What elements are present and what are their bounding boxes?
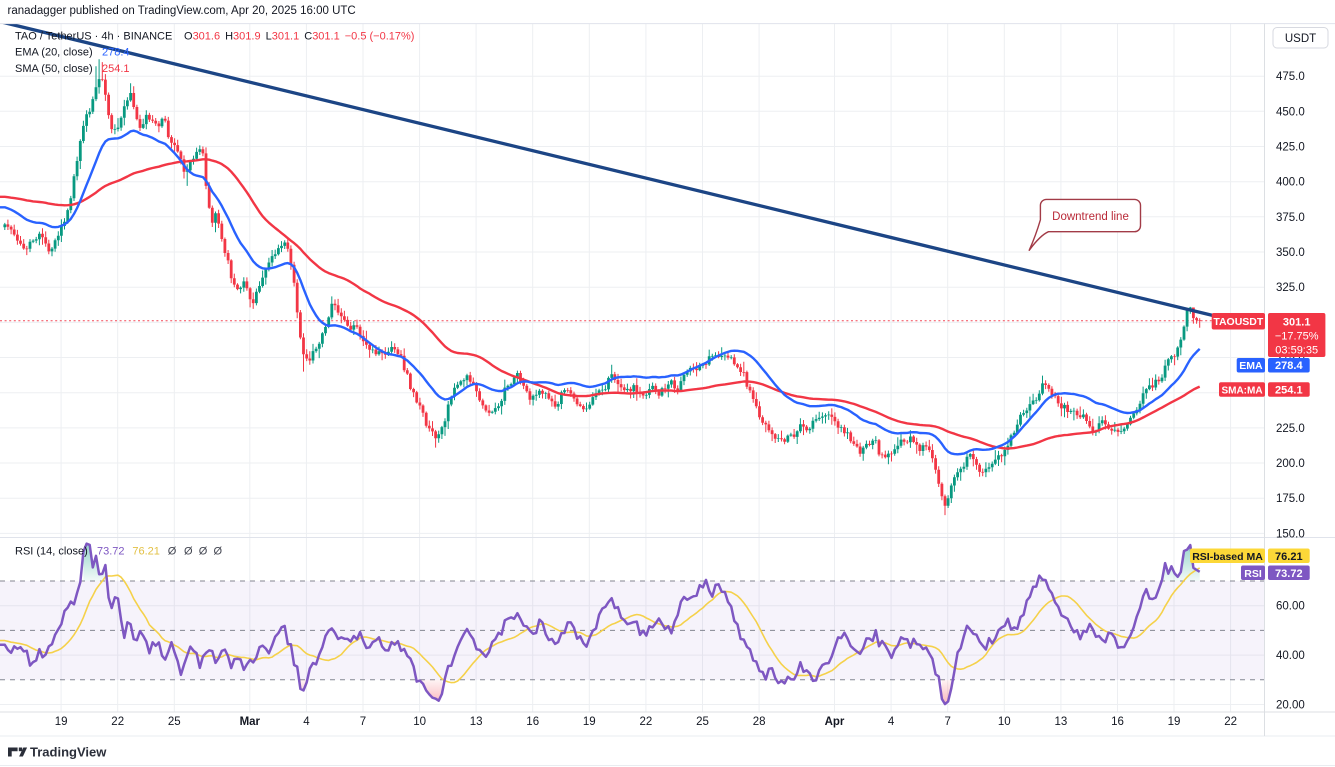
svg-text:−17.75%: −17.75% (1275, 330, 1319, 342)
svg-text:25: 25 (696, 716, 709, 728)
svg-text:325.0: 325.0 (1276, 282, 1305, 294)
svg-text:13: 13 (1055, 716, 1068, 728)
svg-text:425.0: 425.0 (1276, 142, 1305, 154)
svg-text:4: 4 (303, 716, 310, 728)
svg-text:20.00: 20.00 (1276, 700, 1305, 712)
svg-text:28: 28 (753, 716, 766, 728)
svg-text:16: 16 (526, 716, 539, 728)
svg-text:7: 7 (360, 716, 366, 728)
svg-text:278.4: 278.4 (1275, 360, 1303, 372)
svg-text:SMA (50, close)254.1: SMA (50, close) 254.1 (15, 63, 130, 75)
svg-text:19: 19 (1168, 716, 1181, 728)
svg-text:254.1: 254.1 (1275, 385, 1303, 397)
svg-text:400.0: 400.0 (1276, 177, 1305, 189)
svg-text:475.0: 475.0 (1276, 71, 1305, 83)
svg-text:301.1: 301.1 (1283, 316, 1311, 328)
svg-text:RSI-based MA: RSI-based MA (1192, 551, 1263, 563)
svg-text:40.00: 40.00 (1276, 650, 1305, 662)
svg-text:25: 25 (168, 716, 181, 728)
svg-text:375.0: 375.0 (1276, 212, 1305, 224)
svg-text:EMA: EMA (1239, 360, 1263, 372)
svg-text:73.72: 73.72 (1275, 568, 1303, 580)
svg-text:EMA (20, close)278.4: EMA (20, close) 278.4 (15, 47, 130, 59)
svg-text:SMA:MA: SMA:MA (1221, 386, 1262, 397)
svg-text:7: 7 (944, 716, 950, 728)
svg-text:225.0: 225.0 (1276, 423, 1305, 435)
svg-text:10: 10 (413, 716, 426, 728)
svg-text:Downtrend line: Downtrend line (1052, 211, 1129, 223)
svg-text:350.0: 350.0 (1276, 247, 1305, 259)
svg-text:16: 16 (1111, 716, 1124, 728)
svg-text:200.0: 200.0 (1276, 458, 1305, 470)
svg-text:150.0: 150.0 (1276, 528, 1305, 540)
svg-text:22: 22 (111, 716, 124, 728)
svg-text:13: 13 (470, 716, 483, 728)
svg-text:Mar: Mar (240, 716, 261, 728)
svg-text:4: 4 (888, 716, 895, 728)
svg-text:TradingView: TradingView (30, 745, 107, 760)
svg-text:450.0: 450.0 (1276, 106, 1305, 118)
svg-text:175.0: 175.0 (1276, 493, 1305, 505)
svg-text:22: 22 (640, 716, 653, 728)
svg-text:60.00: 60.00 (1276, 601, 1305, 613)
svg-text:22: 22 (1224, 716, 1237, 728)
svg-text:RSI: RSI (1244, 568, 1262, 580)
svg-text:ranadagger published on Tradin: ranadagger published on TradingView.com,… (8, 5, 356, 17)
svg-text:19: 19 (55, 716, 68, 728)
svg-text:03:59:35: 03:59:35 (1275, 344, 1318, 356)
svg-text:Apr: Apr (825, 716, 845, 728)
svg-text:TAOUSDT: TAOUSDT (1213, 316, 1264, 328)
svg-text:76.21: 76.21 (1275, 551, 1303, 563)
svg-text:10: 10 (998, 716, 1011, 728)
svg-text:USDT: USDT (1285, 33, 1316, 45)
svg-text:19: 19 (583, 716, 596, 728)
